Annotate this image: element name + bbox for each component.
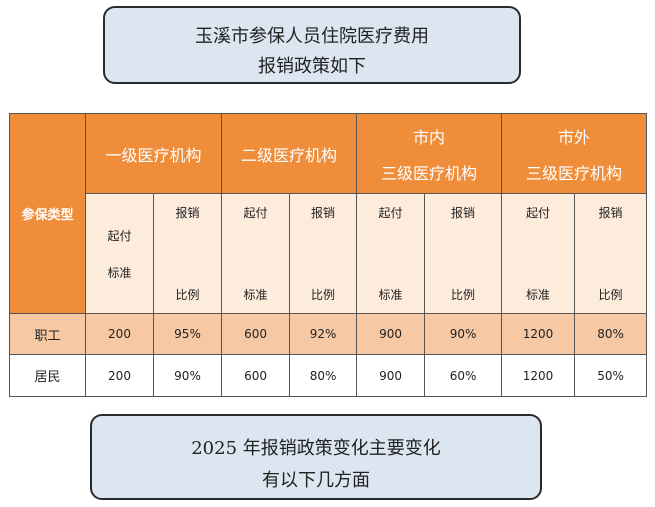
deductible-label-2: 标准: [243, 288, 268, 302]
value-cell: 80%: [289, 354, 358, 397]
level-3-outside-header: 市外 三级医疗机构: [501, 113, 648, 194]
ratio-header: 报销 比例: [574, 193, 648, 314]
level-2-label: 二级医疗机构: [241, 145, 338, 165]
level-3-local-header: 市内 三级医疗机构: [356, 113, 503, 194]
value-cell: 92%: [289, 313, 358, 355]
value-cell: 600: [221, 354, 291, 397]
deductible-header: 起付 标准: [221, 193, 291, 314]
value-cell: 90%: [424, 313, 503, 355]
level-3-local-line2: 三级医疗机构: [381, 163, 478, 183]
ratio-label-1: 报销: [451, 206, 476, 220]
ratio-header: 报销 比例: [289, 193, 358, 314]
value-cell: 600: [221, 313, 291, 355]
value-cell: 900: [356, 313, 426, 355]
deductible-label-2: 标准: [107, 265, 132, 280]
value-cell: 50%: [574, 354, 648, 397]
value-cell: 1200: [501, 354, 576, 397]
footer-line-1: 2025 年报销政策变化主要变化: [191, 438, 441, 459]
value-cell: 90%: [152, 354, 223, 397]
value-cell: 900: [356, 354, 426, 397]
value-cell: 80%: [574, 313, 648, 355]
value-cell: 200: [85, 313, 154, 355]
deductible-label-2: 标准: [378, 288, 403, 302]
ratio-label-1: 报销: [598, 206, 623, 220]
title-line-2: 报销政策如下: [258, 56, 366, 77]
footer-box: 2025 年报销政策变化主要变化 有以下几方面: [90, 414, 542, 500]
ratio-label-2: 比例: [451, 288, 476, 302]
title-line-1: 玉溪市参保人员住院医疗费用: [195, 26, 429, 47]
row-type-cell: 职工: [9, 313, 86, 355]
level-2-header: 二级医疗机构: [221, 113, 358, 194]
reimbursement-table: 参保类型 一级医疗机构 二级医疗机构 市内 三级医疗机构 市外 三级医疗机构 起…: [9, 113, 648, 397]
deductible-label-2: 标准: [526, 288, 551, 302]
deductible-header: 起付 标准: [85, 193, 154, 314]
ratio-label-2: 比例: [598, 288, 623, 302]
deductible-header: 起付 标准: [356, 193, 426, 314]
title-box: 玉溪市参保人员住院医疗费用 报销政策如下: [103, 6, 521, 84]
level-3-local-line1: 市内: [413, 127, 446, 147]
deductible-label-1: 起付: [378, 206, 403, 220]
table-row: 职工 200 95% 600 92% 900 90% 1200 80%: [9, 313, 648, 355]
table-row: 居民 200 90% 600 80% 900 60% 1200 50%: [9, 354, 648, 397]
ratio-header: 报销 比例: [424, 193, 503, 314]
value-cell: 95%: [152, 313, 223, 355]
ratio-label-1: 报销: [175, 206, 200, 220]
deductible-label-1: 起付: [526, 206, 551, 220]
ratio-label-2: 比例: [175, 288, 200, 302]
footer-line-2: 有以下几方面: [262, 470, 370, 491]
level-1-header: 一级医疗机构: [84, 113, 223, 194]
ratio-label-1: 报销: [311, 206, 336, 220]
deductible-label-1: 起付: [243, 206, 268, 220]
deductible-label-1: 起付: [107, 228, 132, 243]
value-cell: 1200: [501, 313, 576, 355]
deductible-header: 起付 标准: [501, 193, 576, 314]
ratio-header: 报销 比例: [152, 193, 223, 314]
level-1-label: 一级医疗机构: [105, 145, 202, 165]
value-cell: 60%: [424, 354, 503, 397]
ratio-label-2: 比例: [311, 288, 336, 302]
level-3-outside-line1: 市外: [558, 127, 591, 147]
level-3-outside-line2: 三级医疗机构: [526, 163, 623, 183]
insurance-type-header: 参保类型: [9, 113, 86, 314]
row-type-cell: 居民: [9, 354, 86, 397]
value-cell: 200: [85, 354, 154, 397]
